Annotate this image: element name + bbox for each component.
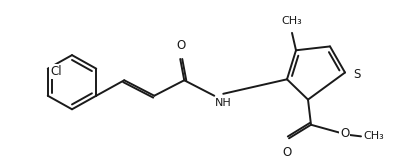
Text: NH: NH	[215, 98, 232, 108]
Text: O: O	[282, 146, 292, 159]
Text: CH₃: CH₃	[363, 131, 384, 141]
Text: O: O	[340, 127, 349, 140]
Text: O: O	[177, 39, 186, 52]
Text: S: S	[353, 68, 360, 81]
Text: Cl: Cl	[50, 65, 62, 78]
Text: CH₃: CH₃	[281, 16, 303, 26]
